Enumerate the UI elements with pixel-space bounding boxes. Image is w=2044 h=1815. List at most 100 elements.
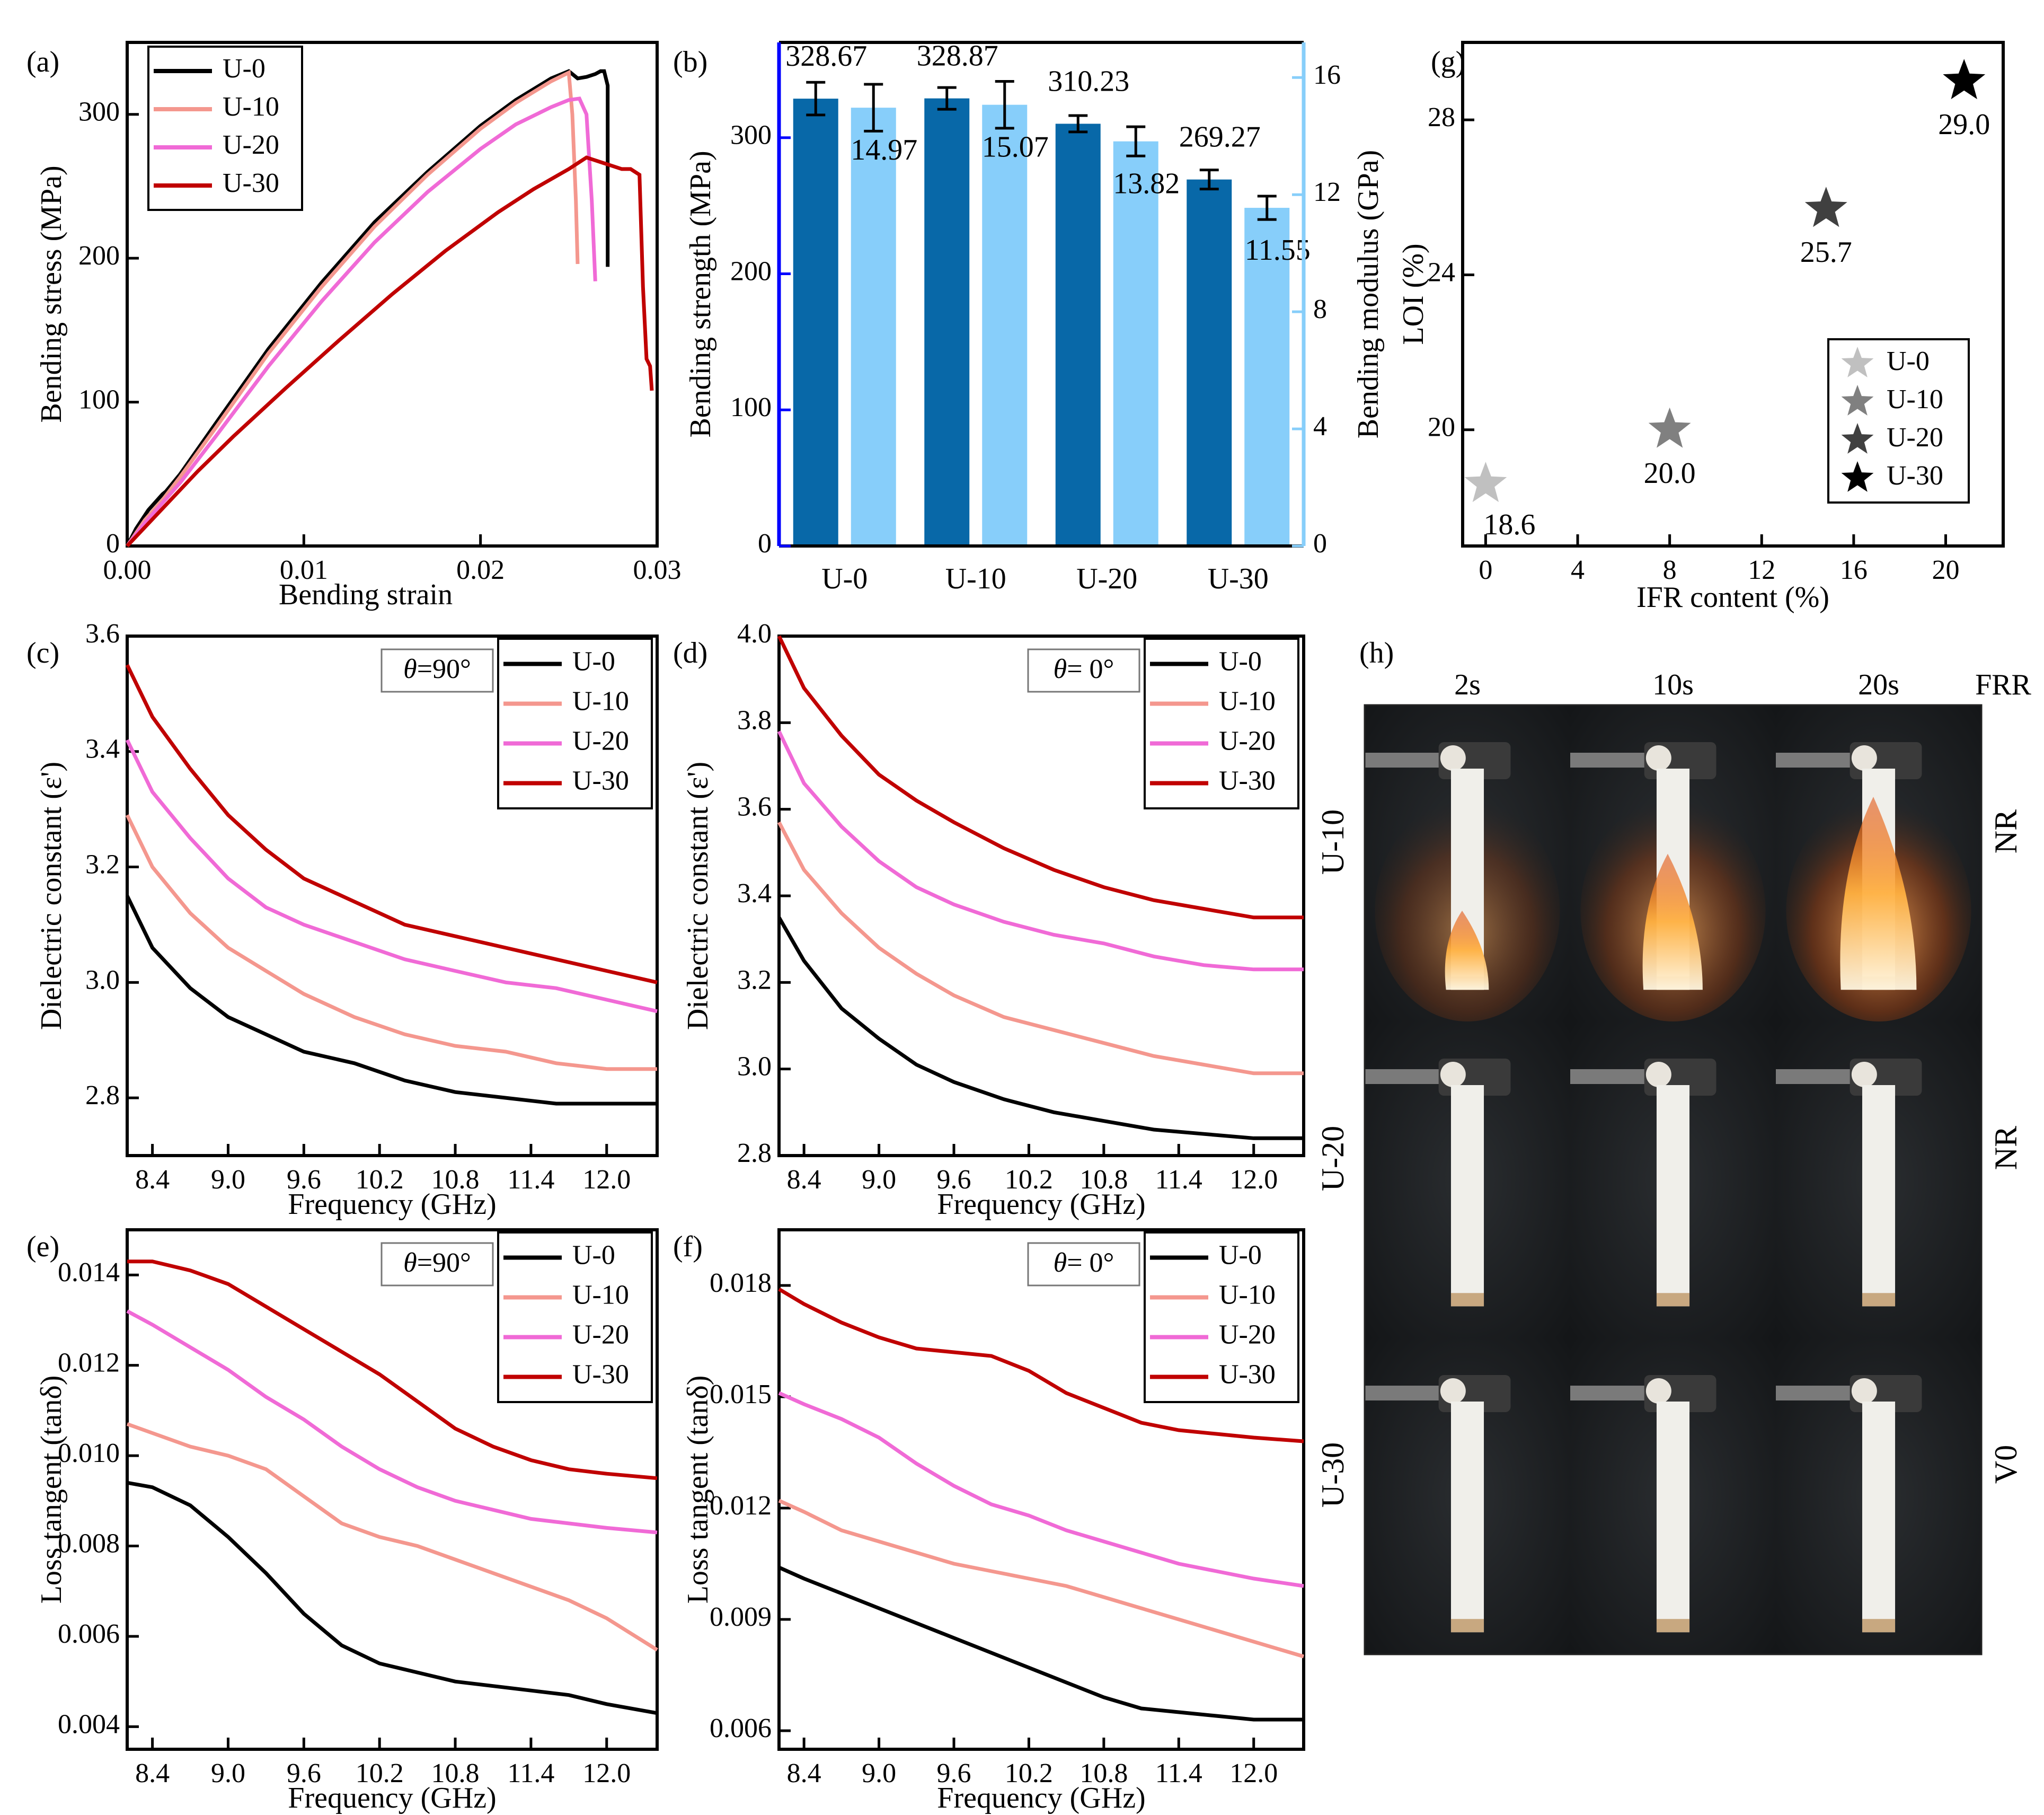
series-line: [777, 917, 1304, 1140]
bar-strength: [793, 99, 838, 547]
panel-label: (f): [673, 1230, 703, 1263]
x-tick-label: 10.8: [1079, 1758, 1128, 1788]
legend-entry: U-30: [1887, 461, 1943, 491]
flame-photo: [1570, 1021, 1776, 1338]
frr-header: FRR: [1975, 668, 2031, 701]
panel-d: (d) 8.4 9.0 9.6 10.2 10.8 11.4 12.0 2.8 3.0 3.2 3.4…: [673, 619, 1305, 1221]
x-tick-label: 16: [1840, 555, 1868, 585]
legend-box: [497, 1231, 653, 1403]
y-right-tick-label: 16: [1313, 60, 1341, 90]
data-label-strength: 310.23: [1048, 65, 1129, 98]
x-tick-label: 0.00: [103, 555, 152, 585]
y-axis-label: Dielectric constant (ε'): [682, 762, 714, 1030]
x-axis-label: IFR content (%): [1636, 581, 1829, 614]
y-tick-label: 0.004: [58, 1709, 120, 1739]
y-tick-label: 200: [730, 256, 772, 286]
series-line: [126, 1309, 658, 1535]
x-tick-label: 9.6: [287, 1165, 321, 1195]
annotation-box: [1027, 648, 1140, 693]
y-tick-label: 0.014: [58, 1257, 120, 1288]
legend-entry: U-20: [223, 130, 279, 160]
y-axis-label: LOI (%): [1397, 243, 1430, 345]
series-line: [778, 1565, 1304, 1722]
x-axis-label: Frequency (GHz): [937, 1188, 1145, 1221]
legend-entry: U-10: [223, 92, 279, 122]
legend-entry: U-30: [572, 765, 629, 796]
y-tick-label: 3.0: [85, 965, 120, 995]
photo-grid-frame: [1364, 704, 1983, 1655]
series-line: [126, 155, 654, 548]
legend-entry: U-20: [1219, 1319, 1276, 1350]
series-line: [125, 895, 657, 1106]
frr-rating: NR: [1988, 809, 2023, 853]
x-tick-label: 10.2: [356, 1758, 404, 1788]
x-tick-label: 10.2: [1005, 1758, 1053, 1788]
data-label-modulus: 14.97: [851, 134, 917, 166]
x-tick-label: 0: [1479, 555, 1492, 585]
panel-label: (a): [26, 46, 59, 78]
y-tick-label: 100: [730, 392, 772, 422]
series-line: [125, 69, 610, 547]
x-tick-label: 9.0: [211, 1758, 245, 1788]
y-right-tick-label: 8: [1313, 294, 1327, 324]
legend-swatch: [1841, 423, 1874, 454]
sample-label: U-10: [1315, 809, 1350, 875]
legend-entry: U-30: [1219, 1359, 1276, 1389]
point-label: 20.0: [1644, 457, 1696, 490]
x-tick-label: 8: [1663, 555, 1677, 585]
x-axis-label: Frequency (GHz): [288, 1188, 496, 1221]
x-tick-label: 8.4: [135, 1758, 170, 1788]
frr-rating: NR: [1988, 1126, 2023, 1170]
plot-frame: [777, 1228, 1305, 1751]
series-line: [126, 69, 580, 547]
bar-strength: [924, 98, 970, 546]
y-tick-label: 0.015: [710, 1379, 772, 1409]
time-label: 2s: [1454, 668, 1481, 701]
flame-photo: [1365, 1338, 1570, 1654]
legend-entry: U-30: [1219, 765, 1276, 796]
annotation-box: [381, 648, 494, 693]
y-tick-label: 0.008: [58, 1528, 120, 1558]
y-tick-label: 3.6: [85, 619, 120, 649]
legend-box: [1144, 1231, 1299, 1403]
legend-entry: U-0: [572, 1240, 615, 1270]
panel-label: (e): [26, 1230, 59, 1263]
legend-entry: U-10: [572, 1280, 629, 1310]
annotation: θ=90°: [403, 1248, 471, 1278]
annotation: θ= 0°: [1054, 1248, 1114, 1278]
series-line: [126, 96, 597, 548]
annotation: θ=90°: [403, 654, 471, 684]
y-tick-label: 0.012: [710, 1491, 772, 1521]
y-tick-label: 100: [78, 385, 120, 415]
panel-b: (b) 328.67 14.97 U-0 328.87 15.07 U-10 310.23 13…: [673, 40, 1385, 595]
y-right-axis-label: Bending modulus (GPa): [1352, 150, 1385, 438]
flame-photo: [1570, 1338, 1776, 1654]
annotation: θ= 0°: [1054, 654, 1114, 684]
frr-rating: V0: [1988, 1445, 2023, 1484]
panel-a: (a) 0.00 0.01 0.02 0.03 0 100 200 300 Bending str…: [26, 41, 682, 611]
series-line: [777, 730, 1304, 972]
flame-photo: [1570, 705, 1776, 1022]
x-tick-label: 8.4: [787, 1758, 821, 1788]
point-label: 29.0: [1938, 108, 1990, 141]
y-axis-label: Bending strength (MPa): [684, 151, 717, 437]
x-tick-label: 11.4: [1155, 1758, 1202, 1788]
x-axis-label: Bending strain: [279, 578, 453, 611]
flame-photo: [1776, 705, 1981, 1022]
scatter-star: [1943, 59, 1986, 100]
y-tick-label: 0.009: [710, 1602, 772, 1632]
series-line: [778, 1287, 1304, 1443]
data-label-modulus: 13.82: [1113, 168, 1180, 200]
error-bar: [1068, 114, 1088, 134]
y-tick-label: 24: [1428, 257, 1455, 287]
legend-swatch: [1841, 347, 1874, 377]
series-line: [125, 814, 657, 1071]
data-label-modulus: 15.07: [982, 131, 1049, 164]
category-label: U-10: [945, 562, 1006, 595]
series-line: [777, 821, 1304, 1076]
legend-entry: U-0: [223, 54, 266, 84]
y-right-tick-label: 12: [1313, 177, 1341, 207]
x-tick-label: 9.0: [862, 1758, 896, 1788]
x-tick-label: 12.0: [1229, 1758, 1278, 1788]
